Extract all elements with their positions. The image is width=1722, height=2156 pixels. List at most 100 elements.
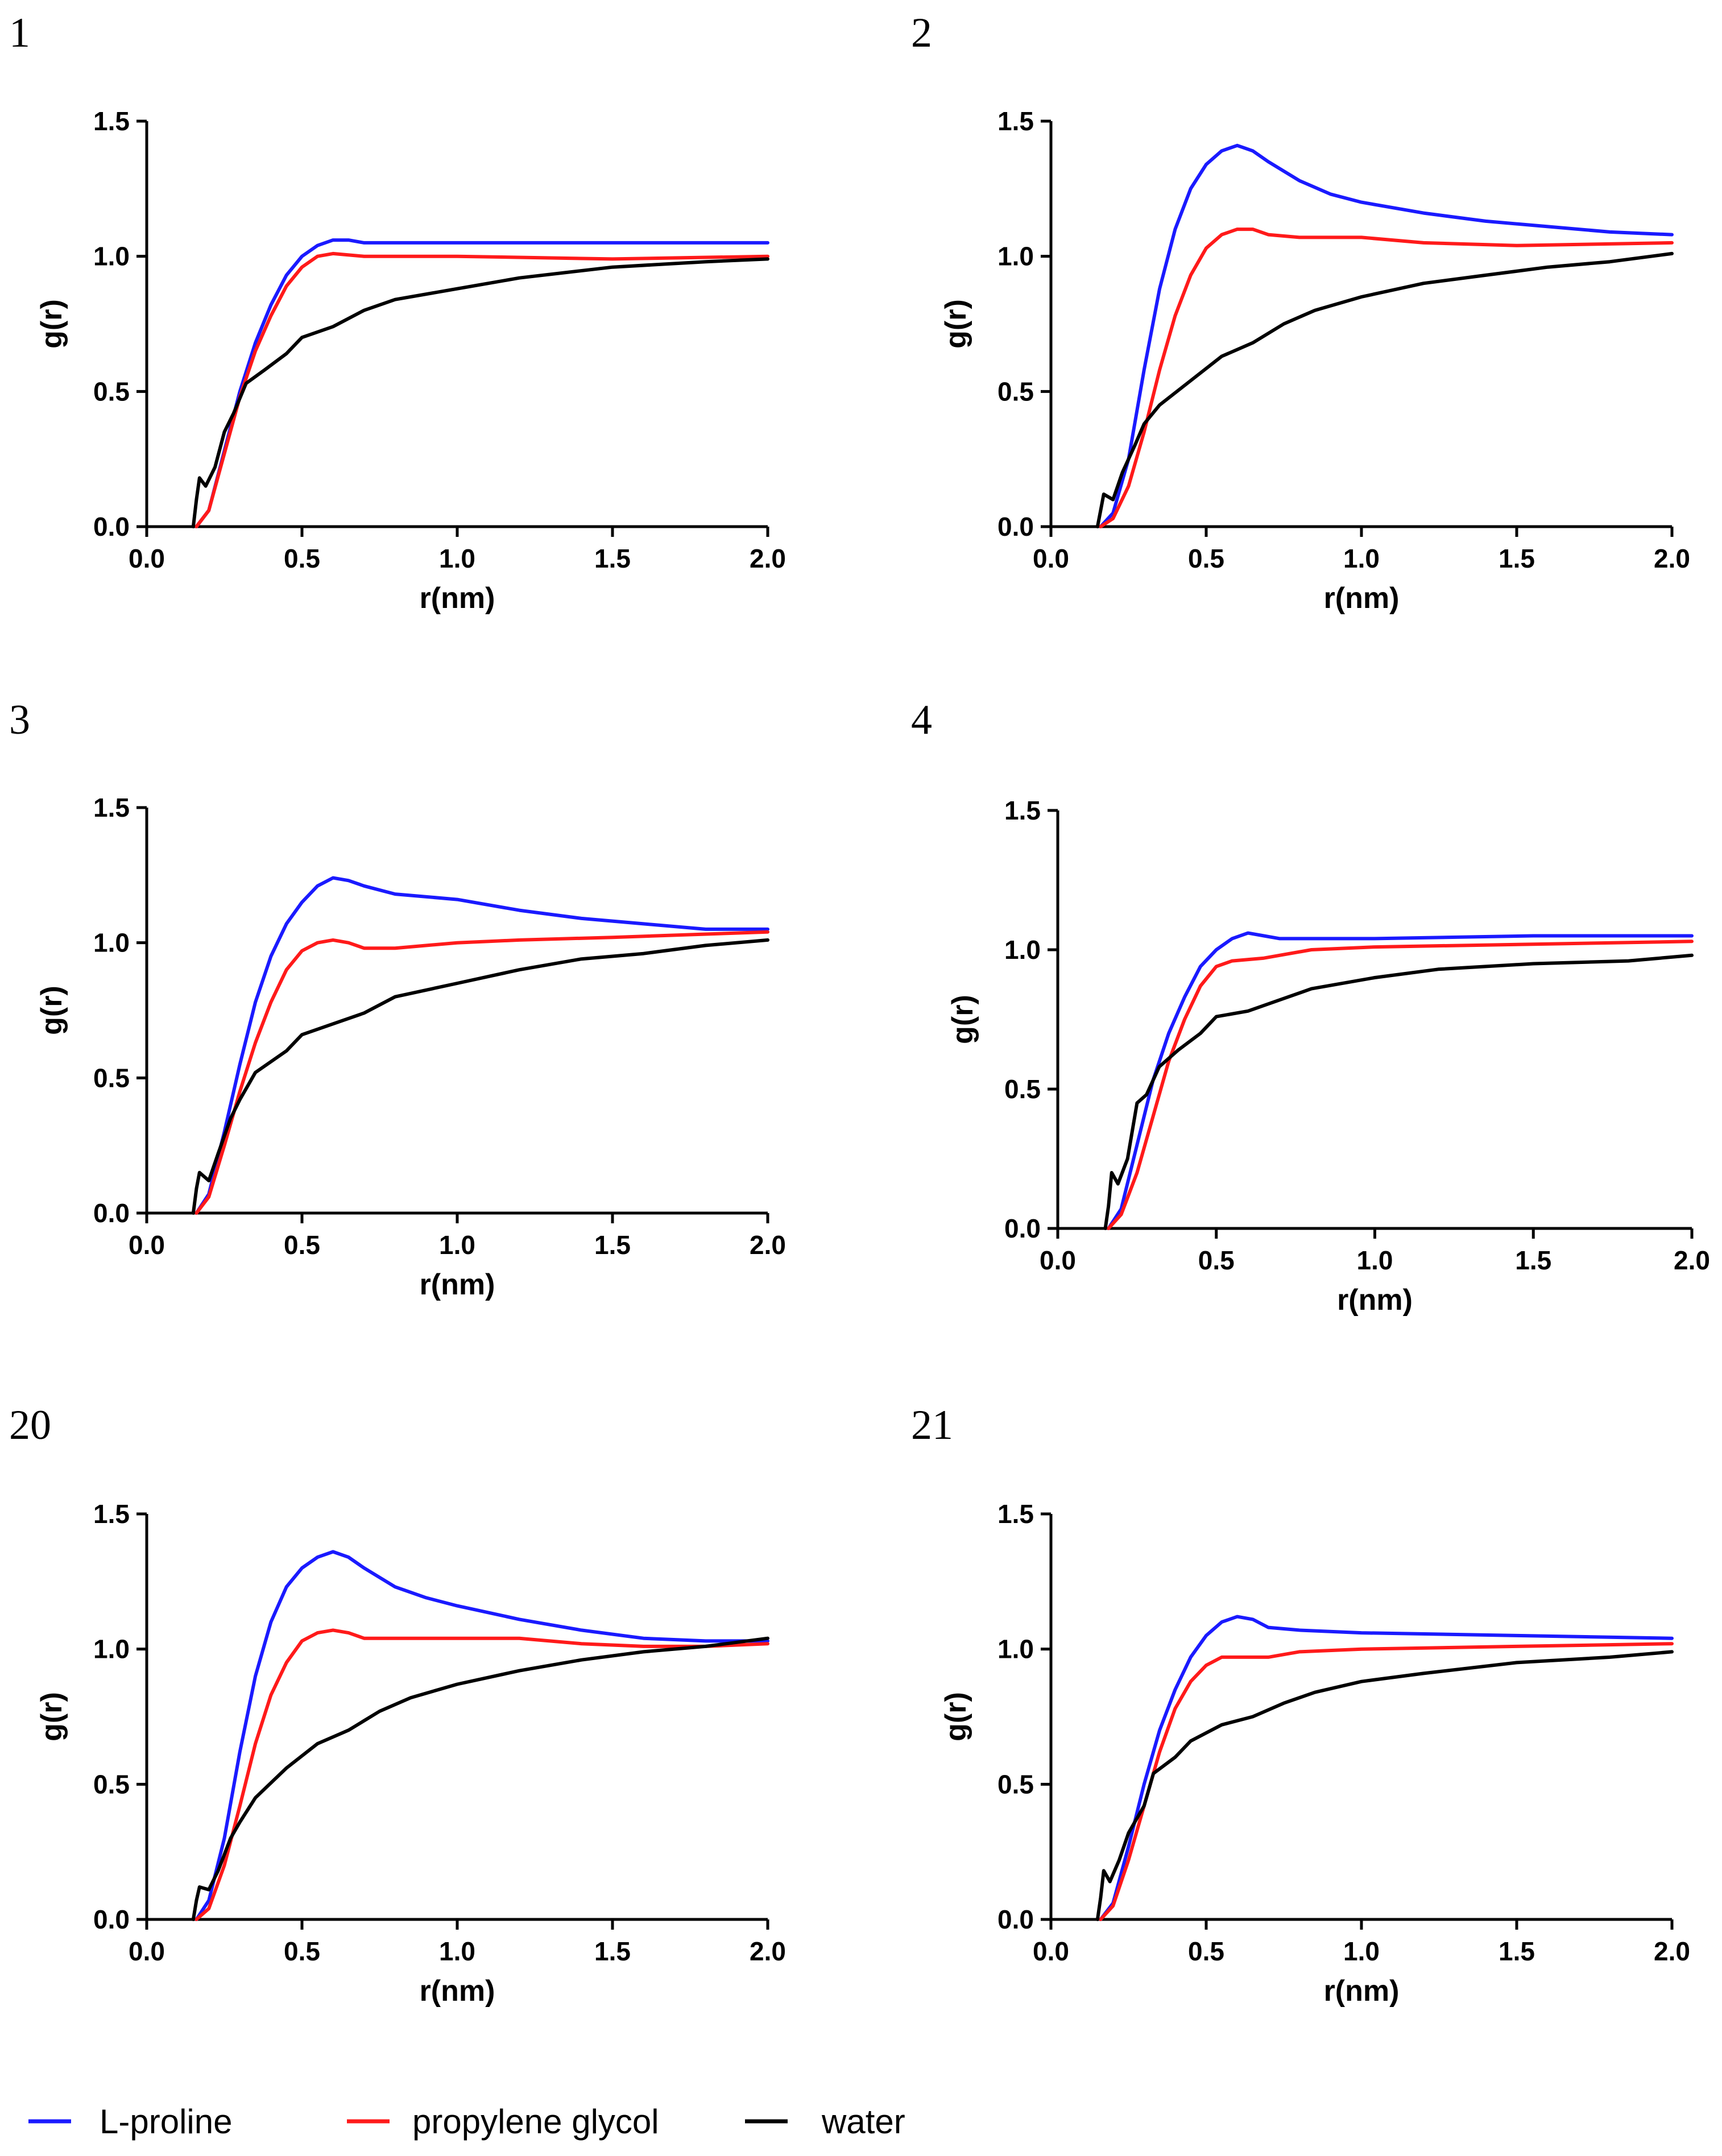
x-tick-label: 1.5 xyxy=(594,1936,631,1966)
y-tick-label: 0.0 xyxy=(997,1905,1034,1934)
panels: 1 0.0 0.5 1.0 1.5 0.0 0.5 1.0 1.5 2.0 r(nm) g(r) 2 0.… xyxy=(9,10,1710,2008)
y-tick-label: 0.5 xyxy=(93,376,130,406)
x-axis-label: r(nm) xyxy=(1324,582,1400,615)
series-line-l-proline xyxy=(1099,1615,1674,1921)
y-tick-label: 1.0 xyxy=(997,242,1034,271)
x-tick-label: 0.5 xyxy=(1188,544,1224,573)
x-tick-label: 1.5 xyxy=(1499,1936,1535,1966)
series-line-water xyxy=(191,1636,769,1921)
x-tick-label: 0.0 xyxy=(1033,544,1069,573)
panel-label: 20 xyxy=(9,1402,51,1449)
x-tick-label: 1.0 xyxy=(1343,1936,1380,1966)
legend: L-proline propylene glycol water xyxy=(28,2103,905,2141)
y-tick-label: 1.0 xyxy=(93,242,130,271)
x-tick-label: 0.5 xyxy=(1198,1245,1235,1275)
y-tick-label: 1.5 xyxy=(997,1499,1034,1529)
series-line-l-proline xyxy=(1107,931,1694,1230)
x-tick-label: 2.0 xyxy=(750,1936,786,1966)
chart-panel-20: 20 0.0 0.5 1.0 1.5 0.0 0.5 1.0 1.5 2.0 r(nm) g(r) xyxy=(9,1402,786,2008)
y-tick-label: 1.5 xyxy=(1004,796,1041,825)
x-tick-label: 1.0 xyxy=(1357,1245,1393,1275)
x-tick-label: 0.5 xyxy=(1188,1936,1224,1966)
y-axis-label: g(r) xyxy=(946,995,979,1044)
x-tick-label: 2.0 xyxy=(1654,544,1690,573)
x-tick-label: 1.0 xyxy=(1343,544,1380,573)
y-axis-label: g(r) xyxy=(35,1692,68,1741)
x-tick-label: 1.0 xyxy=(439,1230,475,1260)
y-tick-label: 0.5 xyxy=(93,1769,130,1799)
legend-label-propylene-glycol: propylene glycol xyxy=(412,2103,659,2141)
series-line-propylene-glycol xyxy=(1099,227,1674,528)
y-tick-label: 0.0 xyxy=(93,1905,130,1934)
panel-label: 3 xyxy=(9,697,30,743)
y-tick-label: 1.5 xyxy=(997,106,1034,136)
series-line-water xyxy=(1095,251,1674,528)
x-tick-label: 1.5 xyxy=(594,544,631,573)
y-axis-label: g(r) xyxy=(35,299,68,349)
series-line-water xyxy=(1103,953,1694,1230)
legend-item-water: water xyxy=(745,2103,905,2141)
y-tick-label: 0.5 xyxy=(997,1769,1034,1799)
x-tick-label: 0.5 xyxy=(284,1936,320,1966)
x-tick-label: 2.0 xyxy=(1654,1936,1690,1966)
legend-label-l-proline: L-proline xyxy=(100,2103,232,2141)
y-axis-label: g(r) xyxy=(939,1692,972,1741)
x-tick-label: 0.0 xyxy=(129,544,165,573)
x-tick-label: 0.0 xyxy=(129,1230,165,1260)
series-line-propylene-glycol xyxy=(194,930,769,1215)
x-tick-label: 2.0 xyxy=(750,1230,786,1260)
legend-item-propylene-glycol: propylene glycol xyxy=(347,2103,659,2141)
y-tick-label: 0.5 xyxy=(93,1063,130,1093)
x-axis-label: r(nm) xyxy=(1324,1975,1400,2008)
series-line-l-proline xyxy=(194,876,769,1215)
x-tick-label: 0.0 xyxy=(1040,1245,1076,1275)
x-tick-label: 0.0 xyxy=(1033,1936,1069,1966)
series-line-propylene-glycol xyxy=(1107,940,1694,1230)
y-tick-label: 1.0 xyxy=(997,1634,1034,1664)
series-line-water xyxy=(191,257,769,528)
x-tick-label: 1.0 xyxy=(439,1936,475,1966)
chart-panel-21: 21 0.0 0.5 1.0 1.5 0.0 0.5 1.0 1.5 2.0 r(nm) g(r) xyxy=(911,1402,1690,2008)
x-tick-label: 2.0 xyxy=(750,544,786,573)
legend-item-l-proline: L-proline xyxy=(28,2103,232,2141)
y-tick-label: 1.0 xyxy=(93,1634,130,1664)
y-tick-label: 0.5 xyxy=(997,376,1034,406)
x-tick-label: 1.5 xyxy=(1499,544,1535,573)
x-tick-label: 2.0 xyxy=(1674,1245,1710,1275)
y-tick-label: 1.5 xyxy=(93,793,130,822)
panel-label: 2 xyxy=(911,10,932,56)
series-line-l-proline xyxy=(194,1550,769,1921)
x-tick-label: 0.5 xyxy=(284,1230,320,1260)
y-tick-label: 0.5 xyxy=(1004,1074,1041,1104)
x-tick-label: 1.5 xyxy=(1515,1245,1551,1275)
x-axis-label: r(nm) xyxy=(420,1975,495,2008)
x-axis-label: r(nm) xyxy=(420,1268,495,1301)
chart-panel-1: 1 0.0 0.5 1.0 1.5 0.0 0.5 1.0 1.5 2.0 r(nm) g(r) xyxy=(9,10,786,615)
series-line-water xyxy=(1095,1650,1674,1921)
series-line-propylene-glycol xyxy=(194,251,769,528)
y-axis-label: g(r) xyxy=(35,986,68,1035)
y-tick-label: 1.0 xyxy=(93,928,130,958)
x-tick-label: 1.5 xyxy=(594,1230,631,1260)
x-tick-label: 0.0 xyxy=(129,1936,165,1966)
y-tick-label: 0.0 xyxy=(997,512,1034,541)
chart-panel-3: 3 0.0 0.5 1.0 1.5 0.0 0.5 1.0 1.5 2.0 r(nm) g(r) xyxy=(9,697,786,1301)
series-line-propylene-glycol xyxy=(194,1628,769,1921)
y-tick-label: 0.0 xyxy=(1004,1214,1041,1243)
y-tick-label: 1.5 xyxy=(93,1499,130,1529)
series-line-l-proline xyxy=(1099,143,1674,528)
y-tick-label: 0.0 xyxy=(93,1198,130,1228)
panel-label: 4 xyxy=(911,697,932,743)
y-tick-label: 1.5 xyxy=(93,106,130,136)
panel-label: 1 xyxy=(9,10,30,56)
x-axis-label: r(nm) xyxy=(1337,1284,1413,1317)
chart-panel-2: 2 0.0 0.5 1.0 1.5 0.0 0.5 1.0 1.5 2.0 r(nm) g(r) xyxy=(911,10,1690,615)
x-tick-label: 1.0 xyxy=(439,544,475,573)
x-axis-label: r(nm) xyxy=(420,582,495,615)
x-tick-label: 0.5 xyxy=(284,544,320,573)
legend-label-water: water xyxy=(821,2103,905,2141)
y-tick-label: 0.0 xyxy=(93,512,130,541)
chart-panel-4: 4 0.0 0.5 1.0 1.5 0.0 0.5 1.0 1.5 2.0 r(nm) g(r) xyxy=(911,697,1710,1317)
series-line-water xyxy=(191,938,769,1215)
